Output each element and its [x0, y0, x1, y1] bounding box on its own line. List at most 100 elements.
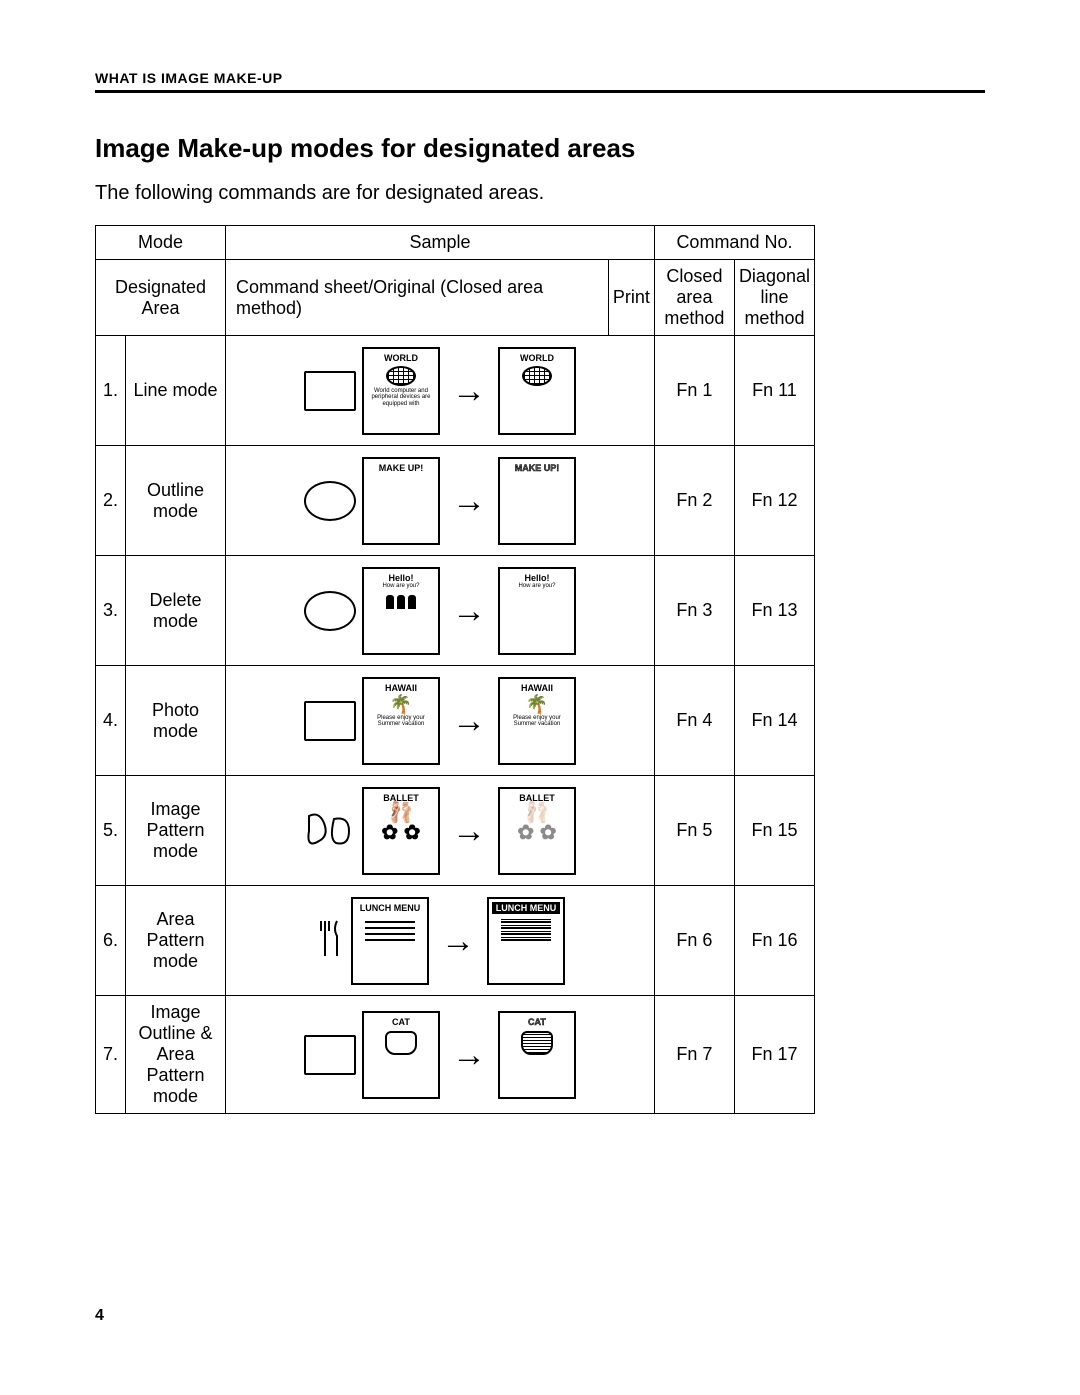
curve-shape-icon [304, 811, 356, 851]
print-content: MAKE UP! [498, 457, 576, 545]
table-row: 6. Area Pattern mode LUNCH MENU → LUNCH … [96, 886, 815, 996]
oval-shape-icon [304, 481, 356, 521]
table-row: 4. Photo mode HAWAII🌴Please enjoy your S… [96, 666, 815, 776]
menu-lines-icon [365, 917, 415, 941]
closed-area-cmd: Fn 2 [654, 446, 734, 556]
page-subtitle: The following commands are for designate… [95, 182, 985, 205]
print-content: Hello!How are you? [498, 567, 576, 655]
diagonal-line-cmd: Fn 17 [734, 996, 814, 1114]
mode-name: Outline mode [126, 446, 226, 556]
row-number: 2. [96, 446, 126, 556]
original-box: LUNCH MENU [315, 897, 429, 985]
sample-cell: Hello!How are you? → Hello!How are you? [226, 556, 655, 666]
table-row: 7. Image Outline & Area Pattern mode CAT… [96, 996, 815, 1114]
diagonal-line-cmd: Fn 15 [734, 776, 814, 886]
sample-cell: CAT → CAT [226, 996, 655, 1114]
original-content: HAWAII🌴Please enjoy your Summer vacation [362, 677, 440, 765]
mode-name: Image Pattern mode [126, 776, 226, 886]
rect-shape-icon [304, 701, 356, 741]
mode-name: Photo mode [126, 666, 226, 776]
original-content: BALLET🩰✿ ✿ [362, 787, 440, 875]
globe-icon [522, 366, 552, 386]
closed-area-cmd: Fn 3 [654, 556, 734, 666]
fork-knife-icon [315, 916, 345, 966]
hdr-print: Print [608, 260, 654, 336]
mode-name: Image Outline & Area Pattern mode [126, 996, 226, 1114]
original-content: WORLDWorld computer and peripheral devic… [362, 347, 440, 435]
dancer-icon: 🩰✿ ✿ [381, 803, 420, 843]
menu-lines-icon [501, 917, 551, 941]
closed-area-cmd: Fn 7 [654, 996, 734, 1114]
arrow-icon: → [452, 814, 486, 848]
original-box: CAT [304, 1011, 440, 1099]
closed-area-cmd: Fn 1 [654, 336, 734, 446]
table-row: 5. Image Pattern mode BALLET🩰✿ ✿ → BALLE… [96, 776, 815, 886]
mode-name: Area Pattern mode [126, 886, 226, 996]
sample-cell: WORLDWorld computer and peripheral devic… [226, 336, 655, 446]
cat-icon [521, 1031, 553, 1055]
row-number: 3. [96, 556, 126, 666]
original-box: WORLDWorld computer and peripheral devic… [304, 347, 440, 435]
page-title: Image Make-up modes for designated areas [95, 133, 985, 164]
original-box: MAKE UP! [304, 457, 440, 545]
rect-shape-icon [304, 371, 356, 411]
row-number: 6. [96, 886, 126, 996]
section-header: WHAT IS IMAGE MAKE-UP [95, 70, 985, 93]
hdr-designated-area: Designated Area [96, 260, 226, 336]
modes-table: Mode Sample Command No. Designated Area … [95, 225, 815, 1114]
print-content: LUNCH MENU [487, 897, 565, 985]
closed-area-cmd: Fn 6 [654, 886, 734, 996]
hdr-closed-area: Closed area method [654, 260, 734, 336]
original-content: CAT [362, 1011, 440, 1099]
hdr-mode: Mode [96, 226, 226, 260]
print-content: WORLD [498, 347, 576, 435]
oval-shape-icon [304, 591, 356, 631]
closed-area-cmd: Fn 5 [654, 776, 734, 886]
table-row: 2. Outline mode MAKE UP! → MAKE UP! Fn 2… [96, 446, 815, 556]
table-row: 3. Delete mode Hello!How are you? → Hell… [96, 556, 815, 666]
print-content: CAT [498, 1011, 576, 1099]
original-box: Hello!How are you? [304, 567, 440, 655]
mode-name: Line mode [126, 336, 226, 446]
sample-cell: BALLET🩰✿ ✿ → BALLET🩰✿ ✿ [226, 776, 655, 886]
original-content: LUNCH MENU [351, 897, 429, 985]
page-number: 4 [95, 1307, 104, 1325]
hdr-command-no: Command No. [654, 226, 814, 260]
sample-cell: LUNCH MENU → LUNCH MENU [226, 886, 655, 996]
arrow-icon: → [452, 484, 486, 518]
arrow-icon: → [452, 374, 486, 408]
arrow-icon: → [452, 594, 486, 628]
print-content: BALLET🩰✿ ✿ [498, 787, 576, 875]
arrow-icon: → [441, 924, 475, 958]
hdr-diagonal-line: Diagonal line method [734, 260, 814, 336]
original-content: Hello!How are you? [362, 567, 440, 655]
hdr-command-sheet: Command sheet/Original (Closed area meth… [226, 260, 609, 336]
palm-icon: 🌴 [390, 695, 412, 713]
palm-icon: 🌴 [526, 695, 548, 713]
print-content: HAWAII🌴Please enjoy your Summer vacation [498, 677, 576, 765]
table-row: 1. Line mode WORLDWorld computer and per… [96, 336, 815, 446]
mode-name: Delete mode [126, 556, 226, 666]
row-number: 4. [96, 666, 126, 776]
diagonal-line-cmd: Fn 12 [734, 446, 814, 556]
diagonal-line-cmd: Fn 13 [734, 556, 814, 666]
sample-cell: MAKE UP! → MAKE UP! [226, 446, 655, 556]
globe-icon [386, 366, 416, 386]
arrow-icon: → [452, 704, 486, 738]
diagonal-line-cmd: Fn 14 [734, 666, 814, 776]
arrow-icon: → [452, 1038, 486, 1072]
original-content: MAKE UP! [362, 457, 440, 545]
diagonal-line-cmd: Fn 11 [734, 336, 814, 446]
people-icon [386, 595, 416, 609]
hdr-sample: Sample [226, 226, 655, 260]
row-number: 7. [96, 996, 126, 1114]
row-number: 5. [96, 776, 126, 886]
cat-icon [385, 1031, 417, 1055]
original-box: BALLET🩰✿ ✿ [304, 787, 440, 875]
closed-area-cmd: Fn 4 [654, 666, 734, 776]
rect-shape-icon [304, 1035, 356, 1075]
original-box: HAWAII🌴Please enjoy your Summer vacation [304, 677, 440, 765]
dancer-icon: 🩰✿ ✿ [517, 803, 556, 843]
sample-cell: HAWAII🌴Please enjoy your Summer vacation… [226, 666, 655, 776]
diagonal-line-cmd: Fn 16 [734, 886, 814, 996]
